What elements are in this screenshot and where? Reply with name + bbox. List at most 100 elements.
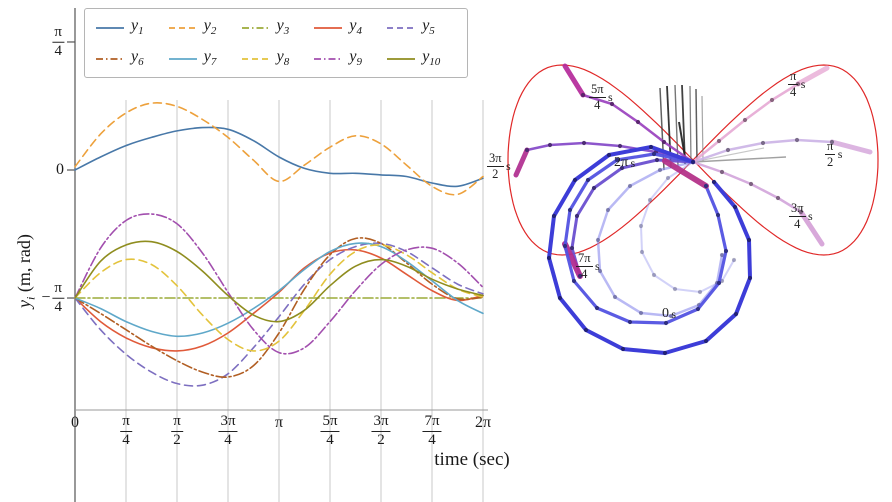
time-annotation-0-numerator: 3π <box>487 151 504 168</box>
time-annotation-7: 3π 4 s <box>789 201 813 232</box>
arm-3π2s-joint <box>581 140 587 146</box>
x-tick-0-text: 0 <box>71 414 79 431</box>
legend-line-sample-y10 <box>387 57 416 60</box>
arm-0s-joint <box>583 327 589 333</box>
y-axis-label: yi (m, rad) <box>14 234 39 308</box>
arm-2πs-end-effector <box>662 158 709 189</box>
time-annotation-2-text: 2π <box>614 155 629 170</box>
x-tick-1-denominator: 4 <box>122 431 130 448</box>
arm-2πs-joint <box>627 319 633 325</box>
arm-3π4s-joint <box>748 181 754 187</box>
arm-0s-joint <box>606 152 612 158</box>
time-annotation-5-denominator: 4 <box>790 85 797 100</box>
legend-item-y9: y9 <box>313 49 384 68</box>
arm-7π4s-joint <box>619 165 625 171</box>
x-tick-7: 7π 4 <box>422 413 442 449</box>
legend-label-sub-4: 4 <box>356 25 363 38</box>
arm-π4s-links <box>691 82 800 164</box>
series-curve-y2 <box>74 102 484 196</box>
legend-item-y3: y3 <box>241 17 312 37</box>
x-tick-2-numerator: π <box>171 413 183 432</box>
arm-ghostb-joint <box>647 197 653 203</box>
legend-label-sub-5: 5 <box>429 25 435 38</box>
time-annotation-3-text: 0 <box>662 306 669 321</box>
time-annotation-1-suffix: s <box>605 90 613 105</box>
legend-label-sub-9: 9 <box>356 56 363 69</box>
arm-2πs-joint <box>723 248 729 254</box>
x-tick-0: 0 <box>71 414 79 432</box>
time-annotation-1-denominator: 4 <box>594 98 601 113</box>
x-tick-4: π <box>275 414 283 432</box>
time-annotation-6-numerator: π <box>825 139 836 156</box>
arm-2πs-joint <box>614 157 620 163</box>
time-annotation-0-fraction: 3π 2 <box>487 151 504 181</box>
time-annotation-7-fraction: 3π 4 <box>789 201 806 232</box>
arm-ghosta-joint <box>719 252 725 258</box>
time-annotation-7-denominator: 4 <box>794 217 801 232</box>
arm-2πs-joint <box>594 305 600 311</box>
time-annotation-7-suffix: s <box>805 209 813 224</box>
legend-label-y5: y5 <box>422 17 435 38</box>
x-tick-5: 5π 4 <box>320 413 340 449</box>
x-axis-label-text: time (sec) <box>434 449 510 470</box>
legend-label-y1: y1 <box>131 17 144 38</box>
series-curve-y5 <box>74 242 484 387</box>
base-link-line-9 <box>692 147 765 163</box>
arm-ghosta-joint <box>595 237 601 243</box>
y-tick-0-numerator: π <box>52 24 64 43</box>
time-annotation-1-fraction: 5π 4 <box>589 82 606 113</box>
arm-5π4s-joint <box>609 101 615 107</box>
arm-ghostb-joint <box>697 289 703 295</box>
legend-label-y9: y9 <box>349 48 363 69</box>
legend-label-y4: y4 <box>349 17 363 38</box>
legend-label-y2: y2 <box>203 17 217 38</box>
time-annotation-0: 3π 2 s <box>487 151 511 181</box>
x-tick-8: 2π <box>475 414 491 432</box>
x-tick-3-fraction: 3π 4 <box>218 413 238 449</box>
arm-ghostb-joint <box>651 272 657 278</box>
arm-ghostb-joint <box>672 286 678 292</box>
time-annotation-7: 3π 4 s <box>789 201 813 232</box>
legend-line-sample-y2 <box>168 26 197 29</box>
arm-π4s-joint <box>742 117 748 123</box>
arm-ghosta-joint <box>627 183 633 189</box>
legend-label-sub-1: 1 <box>138 25 144 38</box>
time-annotation-2: 2π s <box>614 155 635 171</box>
arm-ghostb-joint <box>638 223 644 229</box>
arm-2πs-joint <box>585 177 591 183</box>
arm-0s-joint <box>620 346 626 352</box>
legend-line-sample-y6 <box>96 57 124 60</box>
legend-item-y7: y7 <box>168 49 239 68</box>
y-tick-2: − π 4 <box>41 280 64 316</box>
arm-2πs-joint <box>715 212 721 218</box>
legend: y1 y2 y3 y4 y5 y6 y7 y8 y9 y10 <box>84 8 468 79</box>
legend-line-sample-y3 <box>241 26 270 29</box>
arm-π2s-joint <box>760 140 766 146</box>
arm-0s-joint <box>648 144 654 150</box>
arm-ghosta-joint <box>605 207 611 213</box>
x-tick-8: 2π <box>475 414 491 432</box>
x-tick-5-denominator: 4 <box>326 431 334 448</box>
arm-0s-joint <box>746 237 752 243</box>
time-annotation-6-denominator: 2 <box>827 155 834 170</box>
x-tick-1-numerator: π <box>120 413 132 432</box>
arm-ghosta-joint <box>638 310 644 316</box>
time-annotation-4-fraction: 7π 4 <box>576 251 593 281</box>
legend-item-y5: y5 <box>386 17 457 38</box>
y-tick-2-sign: − <box>41 289 51 307</box>
x-tick-4-text: π <box>274 414 284 431</box>
arm-ghostb-joint <box>665 175 671 181</box>
time-annotation-6-suffix: s <box>835 147 843 162</box>
x-tick-6-denominator: 2 <box>377 431 385 448</box>
arm-2πs-joint <box>695 306 701 312</box>
time-annotation-5-suffix: s <box>798 77 806 92</box>
y-tick-0-denominator: 4 <box>54 42 62 59</box>
arm-2πs-joint <box>562 243 568 249</box>
arm-ghosta-links <box>596 160 724 318</box>
